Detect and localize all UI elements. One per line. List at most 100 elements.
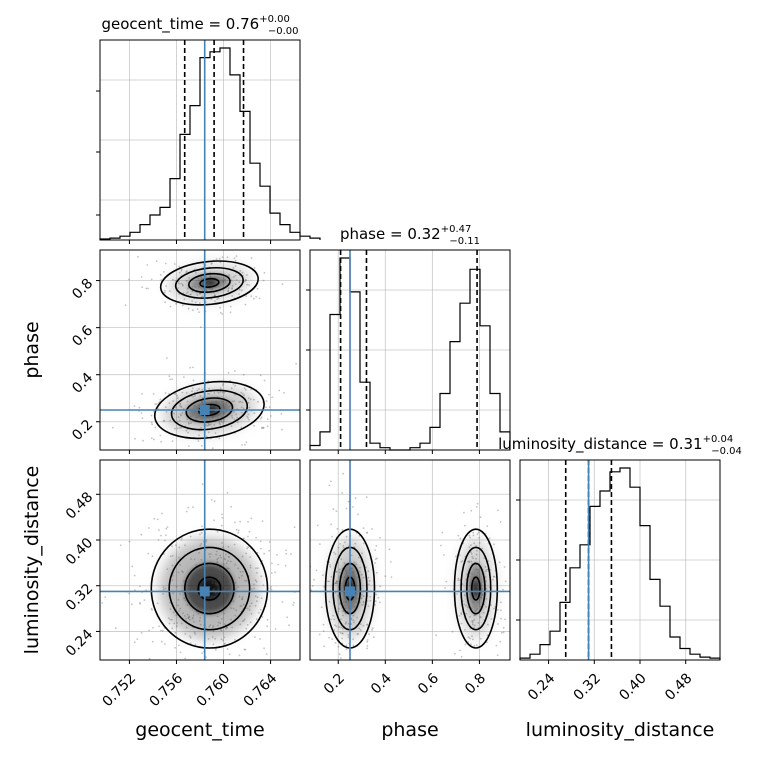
sample-point: [199, 414, 201, 417]
sample-point: [191, 300, 194, 302]
sample-point: [482, 611, 485, 614]
sample-point: [238, 293, 240, 295]
sample-point: [179, 413, 182, 416]
sample-point: [166, 526, 169, 528]
sample-point: [234, 638, 236, 641]
sample-point: [330, 618, 333, 621]
sample-point: [281, 601, 284, 603]
sample-point: [461, 560, 464, 562]
sample-point: [197, 601, 200, 603]
sample-point: [207, 283, 210, 286]
sample-point: [460, 656, 463, 658]
sample-point: [486, 568, 488, 571]
sample-point: [159, 398, 162, 401]
sample-point: [362, 595, 365, 598]
sample-point: [379, 536, 381, 539]
sample-point: [479, 596, 482, 599]
sample-point: [187, 616, 190, 619]
sample-point: [186, 583, 188, 586]
sample-point: [174, 393, 176, 395]
sample-point: [191, 597, 194, 599]
sample-point: [212, 625, 215, 627]
sample-point: [486, 641, 488, 644]
x-tick-label: 0.48: [662, 670, 695, 703]
sample-point: [222, 383, 225, 385]
sample-point: [476, 585, 479, 588]
sample-point: [227, 545, 230, 548]
sample-point: [197, 440, 200, 442]
sample-point: [195, 586, 198, 589]
y-tick-label: 0.40: [63, 535, 96, 568]
sample-point: [220, 400, 223, 403]
sample-point: [471, 555, 474, 558]
sample-point: [198, 302, 201, 305]
sample-point: [199, 544, 202, 547]
sample-point: [222, 384, 224, 387]
sample-point: [207, 392, 209, 395]
sample-point: [483, 557, 486, 559]
sample-point: [337, 546, 340, 549]
sample-point: [341, 529, 344, 531]
sample-point: [277, 563, 280, 566]
sample-point: [332, 614, 334, 617]
x-tick-label: 0.32: [571, 670, 604, 703]
sample-point: [131, 565, 134, 568]
sample-point: [216, 531, 219, 533]
sample-point: [211, 447, 214, 450]
sample-point: [220, 419, 223, 422]
sample-point: [177, 604, 179, 607]
sample-point: [242, 619, 245, 622]
sample-point: [249, 398, 252, 401]
sample-point: [160, 534, 162, 537]
sample-point: [285, 549, 287, 552]
sample-point: [200, 531, 203, 534]
sample-point: [241, 555, 244, 558]
sample-point: [175, 406, 177, 409]
sample-point: [202, 397, 204, 399]
sample-point: [249, 556, 251, 558]
sample-point: [140, 533, 143, 536]
sample-point: [212, 606, 214, 609]
sample-point: [335, 571, 337, 573]
sample-point: [140, 631, 143, 634]
sample-point: [268, 541, 271, 543]
sample-point: [200, 543, 203, 545]
sample-point: [480, 637, 482, 640]
sample-point: [369, 599, 372, 602]
sample-point: [247, 417, 249, 419]
sample-point: [280, 413, 283, 415]
sample-point: [221, 578, 223, 580]
sample-point: [221, 400, 224, 403]
x-tick-label: 0.760: [194, 670, 234, 710]
sample-point: [322, 574, 324, 576]
sample-point: [104, 596, 107, 598]
sample-point: [253, 398, 255, 401]
sample-point: [187, 431, 190, 434]
sample-point: [152, 626, 154, 629]
sample-point: [234, 384, 237, 387]
sample-point: [217, 570, 220, 573]
sample-point: [179, 403, 182, 405]
sample-point: [461, 583, 464, 585]
sample-point: [194, 575, 197, 578]
sample-point: [180, 539, 183, 541]
sample-point: [334, 553, 337, 555]
sample-point: [167, 617, 170, 619]
sample-point: [192, 506, 194, 509]
sample-point: [341, 632, 344, 635]
sample-point: [222, 584, 224, 587]
sample-point: [238, 595, 241, 598]
sample-point: [213, 596, 216, 598]
sample-point: [328, 600, 331, 603]
panel-frame: [99, 39, 301, 241]
sample-point: [165, 527, 168, 530]
sample-point: [171, 545, 173, 548]
sample-point: [250, 602, 253, 605]
sample-point: [213, 424, 216, 426]
sample-point: [319, 543, 321, 545]
sample-point: [152, 393, 155, 395]
sample-point: [218, 576, 221, 579]
sample-point: [362, 603, 365, 606]
sample-point: [187, 581, 190, 583]
sample-point: [234, 259, 237, 262]
